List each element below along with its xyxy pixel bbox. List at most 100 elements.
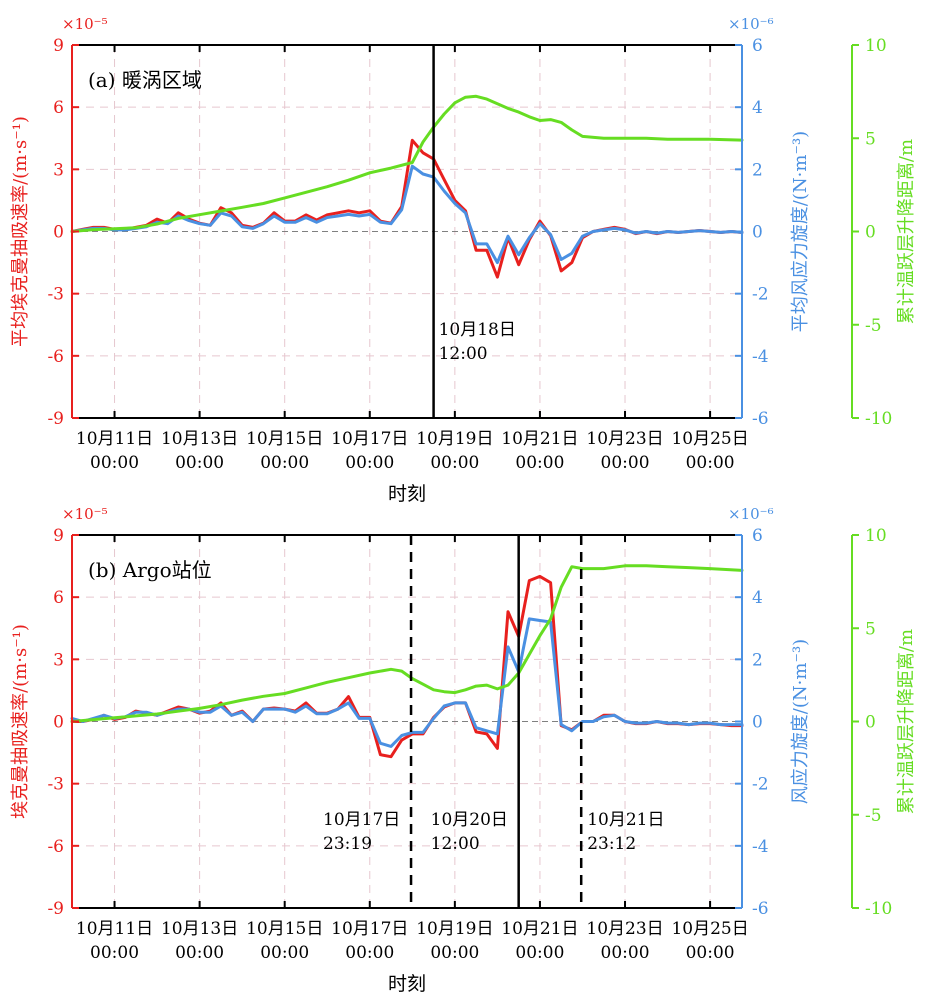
left-tick-label-5: 6	[53, 98, 64, 118]
x-tick-label-4-0: 10月19日	[416, 919, 493, 939]
right-tick-label-2: -2	[752, 775, 769, 795]
right-tick-label-2: -2	[752, 285, 769, 305]
far-tick-label-3: 5	[865, 619, 876, 639]
right-tick-label-6: 6	[752, 36, 763, 56]
right-axis-title: 风应力旋度/(N·m⁻³)	[790, 639, 811, 804]
event-label-1-1: 12:00	[431, 834, 480, 854]
event-label-0-1: 12:00	[439, 344, 488, 364]
x-tick-label-1-1: 00:00	[175, 943, 224, 963]
panel-label: (a) 暖涡区域	[88, 68, 202, 92]
x-tick-label-2-0: 10月15日	[246, 429, 323, 449]
right-tick-label-4: 2	[752, 650, 763, 670]
left-axis-exponent: ×10⁻⁵	[62, 15, 108, 33]
right-tick-label-1: -4	[752, 837, 769, 857]
x-tick-label-2-1: 00:00	[260, 943, 309, 963]
far-tick-label-2: 0	[865, 713, 876, 733]
left-axis-title: 平均埃克曼抽吸速率/(m·s⁻¹)	[10, 116, 31, 347]
panel-label: (b) Argo站位	[88, 558, 212, 582]
x-tick-label-3-0: 10月17日	[331, 919, 408, 939]
x-tick-label-5-0: 10月21日	[501, 919, 578, 939]
series-line-left	[70, 574, 744, 759]
x-tick-label-2-1: 00:00	[260, 453, 309, 473]
x-tick-label-5-1: 00:00	[515, 453, 564, 473]
x-tick-label-4-1: 00:00	[430, 453, 479, 473]
event-label-0-0: 10月18日	[439, 320, 516, 340]
right-tick-label-4: 2	[752, 160, 763, 180]
far-tick-label-0: -10	[865, 409, 892, 429]
chart-panel-1: 10月17日 23:19 10月20日 12:00 10月21日 23:12 10月11日 0…	[10, 505, 917, 995]
x-tick-label-0-1: 00:00	[90, 453, 139, 473]
x-tick-label-5-1: 00:00	[515, 943, 564, 963]
x-tick-label-6-0: 10月23日	[586, 919, 663, 939]
x-tick-label-0-0: 10月11日	[76, 429, 153, 449]
left-tick-label-1: -6	[47, 837, 64, 857]
far-tick-label-0: -10	[865, 899, 892, 919]
left-tick-label-4: 3	[53, 160, 64, 180]
series-line-right	[70, 617, 744, 748]
x-tick-label-2-0: 10月15日	[246, 919, 323, 939]
x-axis-label: 时刻	[388, 483, 426, 505]
far-tick-label-1: -5	[865, 806, 882, 826]
far-axis-title: 累计温跃层升降距离/m	[896, 629, 917, 814]
far-tick-label-2: 0	[865, 223, 876, 243]
left-tick-label-0: -9	[47, 899, 64, 919]
x-tick-label-3-0: 10月17日	[331, 429, 408, 449]
x-tick-label-6-1: 00:00	[601, 453, 650, 473]
x-tick-label-7-1: 00:00	[686, 943, 735, 963]
left-tick-label-6: 9	[53, 526, 64, 546]
event-label-0-0: 10月17日	[323, 810, 400, 830]
right-tick-label-0: -6	[752, 409, 769, 429]
x-tick-label-1-0: 10月13日	[161, 919, 238, 939]
right-axis-exponent: ×10⁻⁶	[728, 15, 774, 33]
series-line-far	[70, 94, 744, 233]
far-tick-label-1: -5	[865, 316, 882, 336]
x-tick-label-3-1: 00:00	[345, 943, 394, 963]
left-tick-label-2: -3	[47, 775, 64, 795]
left-tick-label-5: 6	[53, 588, 64, 608]
right-axis-title: 平均风应力旋度/(N·m⁻³)	[790, 131, 811, 332]
x-tick-label-6-0: 10月23日	[586, 429, 663, 449]
far-tick-label-3: 5	[865, 129, 876, 149]
x-tick-label-4-0: 10月19日	[416, 429, 493, 449]
left-tick-label-1: -6	[47, 347, 64, 367]
left-tick-label-3: 0	[53, 223, 64, 243]
right-tick-label-0: -6	[752, 899, 769, 919]
left-tick-label-0: -9	[47, 409, 64, 429]
x-tick-label-5-0: 10月21日	[501, 429, 578, 449]
left-axis-exponent: ×10⁻⁵	[62, 505, 108, 523]
right-tick-label-6: 6	[752, 526, 763, 546]
series-line-left	[70, 138, 744, 279]
right-tick-label-5: 4	[752, 98, 763, 118]
x-tick-label-6-1: 00:00	[601, 943, 650, 963]
x-axis-label: 时刻	[388, 973, 426, 995]
left-tick-label-4: 3	[53, 650, 64, 670]
x-tick-label-4-1: 00:00	[430, 943, 479, 963]
event-label-1-0: 10月20日	[431, 810, 508, 830]
event-label-0-1: 23:19	[323, 834, 372, 854]
x-tick-label-1-1: 00:00	[175, 453, 224, 473]
x-tick-label-7-0: 10月25日	[671, 919, 748, 939]
chart-panel-0: 10月18日 12:00 10月11日 00:00 10月13日 00:00 10月15日 0…	[10, 15, 917, 505]
left-tick-label-6: 9	[53, 36, 64, 56]
series-line-far	[70, 564, 744, 723]
right-tick-label-3: 0	[752, 223, 763, 243]
x-tick-label-3-1: 00:00	[345, 453, 394, 473]
right-tick-label-3: 0	[752, 713, 763, 733]
x-tick-label-0-0: 10月11日	[76, 919, 153, 939]
x-tick-label-7-1: 00:00	[686, 453, 735, 473]
far-tick-label-4: 10	[865, 526, 887, 546]
left-axis-title: 埃克曼抽吸速率/(m·s⁻¹)	[10, 624, 31, 819]
right-axis-exponent: ×10⁻⁶	[728, 505, 774, 523]
right-tick-label-1: -4	[752, 347, 769, 367]
x-tick-label-0-1: 00:00	[90, 943, 139, 963]
far-axis-title: 累计温跃层升降距离/m	[896, 139, 917, 324]
far-tick-label-4: 10	[865, 36, 887, 56]
x-tick-label-7-0: 10月25日	[671, 429, 748, 449]
left-tick-label-3: 0	[53, 713, 64, 733]
grid	[72, 535, 742, 908]
event-label-2-0: 10月21日	[587, 810, 664, 830]
right-tick-label-5: 4	[752, 588, 763, 608]
left-tick-label-2: -3	[47, 285, 64, 305]
